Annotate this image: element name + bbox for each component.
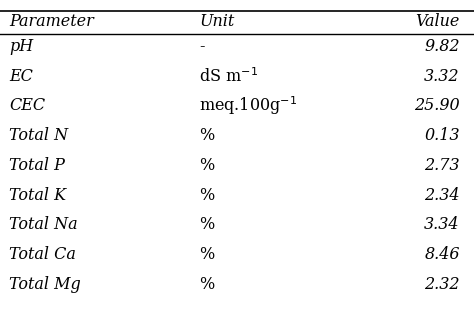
Text: pH: pH [9, 38, 34, 55]
Text: Total Ca: Total Ca [9, 246, 76, 263]
Text: 3.34: 3.34 [424, 216, 460, 234]
Text: Unit: Unit [199, 13, 234, 30]
Text: %: % [199, 216, 214, 234]
Text: dS m$^{-1}$: dS m$^{-1}$ [199, 67, 258, 85]
Text: CEC: CEC [9, 97, 46, 115]
Text: Total Na: Total Na [9, 216, 78, 234]
Text: %: % [199, 276, 214, 293]
Text: 3.32: 3.32 [424, 68, 460, 85]
Text: 2.32: 2.32 [424, 276, 460, 293]
Text: %: % [199, 246, 214, 263]
Text: 2.73: 2.73 [424, 157, 460, 174]
Text: 8.46: 8.46 [424, 246, 460, 263]
Text: Value: Value [415, 13, 460, 30]
Text: 25.90: 25.90 [414, 97, 460, 115]
Text: meq.100g$^{-1}$: meq.100g$^{-1}$ [199, 95, 297, 117]
Text: %: % [199, 187, 214, 204]
Text: %: % [199, 157, 214, 174]
Text: Total Mg: Total Mg [9, 276, 81, 293]
Text: 9.82: 9.82 [424, 38, 460, 55]
Text: -: - [199, 38, 205, 55]
Text: %: % [199, 127, 214, 144]
Text: 2.34: 2.34 [424, 187, 460, 204]
Text: 0.13: 0.13 [424, 127, 460, 144]
Text: EC: EC [9, 68, 33, 85]
Text: Total N: Total N [9, 127, 69, 144]
Text: Total P: Total P [9, 157, 65, 174]
Text: Total K: Total K [9, 187, 67, 204]
Text: Parameter: Parameter [9, 13, 94, 30]
